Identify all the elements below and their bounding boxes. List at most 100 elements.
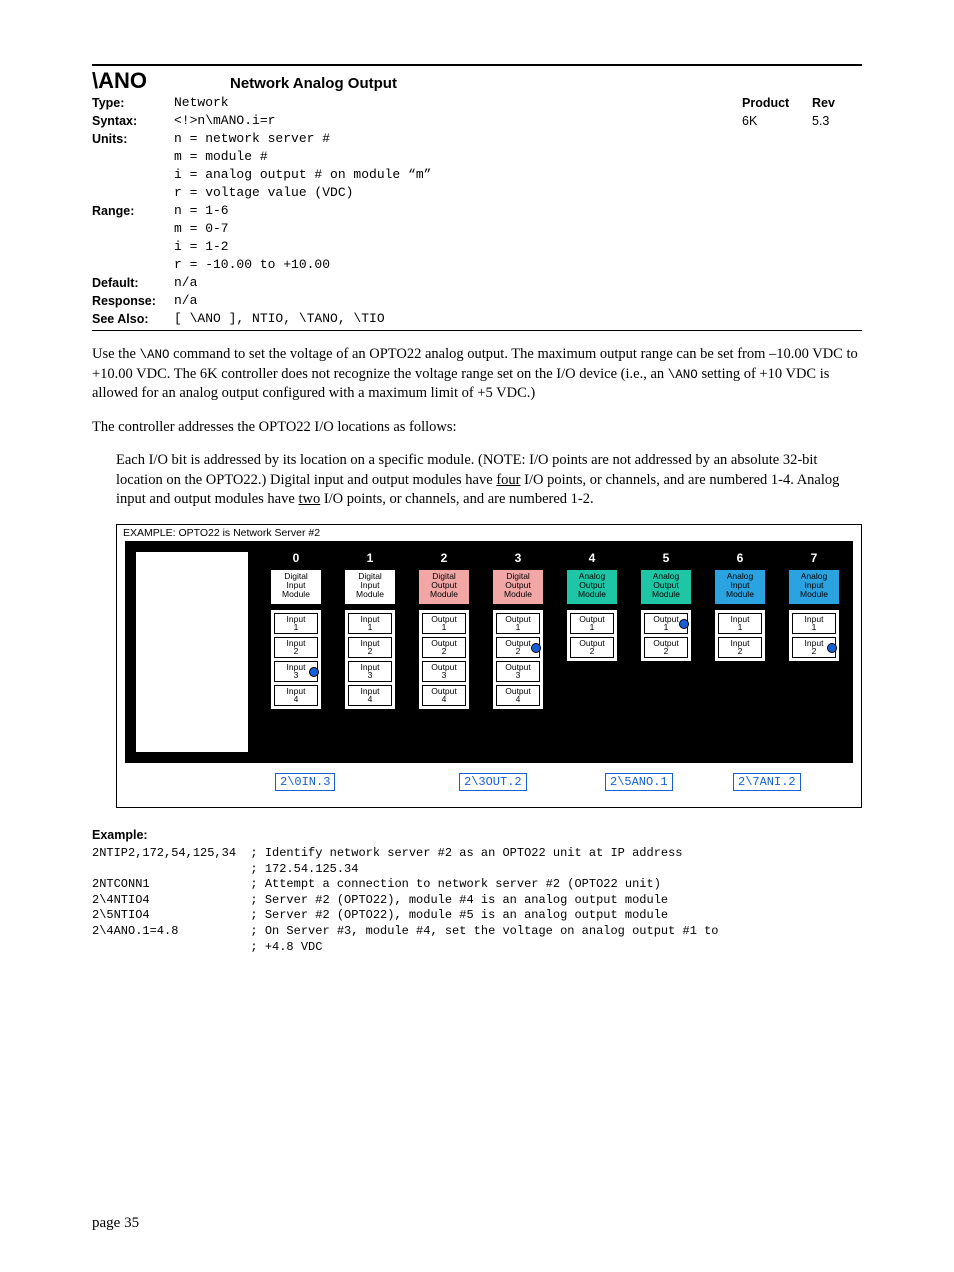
diagram-left-block: [135, 551, 249, 753]
module-number: 7: [811, 551, 818, 565]
io-point: Input2: [274, 637, 318, 658]
label-range: Range:: [92, 202, 174, 220]
paragraph-1: Use the \ANO command to set the voltage …: [92, 345, 862, 404]
module-type-box: AnalogOutputModule: [566, 569, 618, 605]
module-type-box: DigitalOutputModule: [492, 569, 544, 605]
meta-range3: i = 1-2: [174, 238, 742, 256]
meta-default: n/a: [174, 274, 742, 292]
rev-val: 5.3: [812, 112, 852, 130]
io-dot-icon: [679, 619, 689, 629]
io-dot-icon: [309, 667, 319, 677]
io-point: Output2: [422, 637, 466, 658]
callout-3: 2\5ANO.1: [605, 773, 673, 791]
diagram-board: 0DigitalInputModuleInput1Input2Input3Inp…: [125, 541, 853, 763]
command-name: \ANO: [92, 68, 174, 94]
io-stack: Output1 Output2: [640, 609, 692, 662]
diagram-callouts: 2\0IN.3 2\3OUT.2 2\5ANO.1 2\7ANI.2: [117, 769, 861, 807]
module-type-box: AnalogInputModule: [788, 569, 840, 605]
io-point: Input2: [718, 637, 762, 658]
module-type-box: DigitalOutputModule: [418, 569, 470, 605]
label-type: Type:: [92, 94, 174, 112]
page: \ANO Network Analog Output Type: Syntax:…: [0, 0, 954, 1272]
meta-bottom-rule: [92, 330, 862, 331]
io-stack: Output1Output2Output3Output4: [492, 609, 544, 710]
label-syntax: Syntax:: [92, 112, 174, 130]
product-val: 6K: [742, 112, 812, 130]
module-column: 2DigitalOutputModuleOutput1Output2Output…: [415, 551, 473, 753]
io-point: Input1: [348, 613, 392, 634]
io-point: Input3: [348, 661, 392, 682]
io-point: Output1: [570, 613, 614, 634]
io-point: Output2: [496, 637, 540, 658]
meta-range2: m = 0-7: [174, 220, 742, 238]
callout-1: 2\0IN.3: [275, 773, 335, 791]
callout-2: 2\3OUT.2: [459, 773, 527, 791]
meta-response: n/a: [174, 292, 742, 310]
rev-hdr: Rev: [812, 94, 852, 112]
example-code: 2NTIP2,172,54,125,34 ; Identify network …: [92, 846, 862, 955]
label-response: Response:: [92, 292, 174, 310]
module-number: 2: [441, 551, 448, 565]
io-stack: Input1 Input2: [714, 609, 766, 662]
example-block: Example: 2NTIP2,172,54,125,34 ; Identify…: [92, 828, 862, 955]
module-type-box: DigitalInputModule: [344, 569, 396, 605]
io-point: Output1: [644, 613, 688, 634]
callout-4: 2\7ANI.2: [733, 773, 801, 791]
meta-block: Type: Syntax: Units: Range: Default: Res…: [92, 94, 862, 328]
label-units: Units:: [92, 130, 174, 148]
module-type-box: DigitalInputModule: [270, 569, 322, 605]
io-point: Input4: [348, 685, 392, 706]
module-row: 0DigitalInputModuleInput1Input2Input3Inp…: [267, 551, 843, 753]
io-point: Output2: [570, 637, 614, 658]
module-column: 3DigitalOutputModuleOutput1Output2Output…: [489, 551, 547, 753]
paragraph-2: The controller addresses the OPTO22 I/O …: [92, 418, 862, 438]
meta-units2: m = module #: [174, 148, 742, 166]
io-point: Output1: [422, 613, 466, 634]
module-type-box: AnalogInputModule: [714, 569, 766, 605]
meta-seealso: [ \ANO ], NTIO, \TANO, \TIO: [174, 310, 742, 328]
io-point: Input1: [274, 613, 318, 634]
io-stack: Output1 Output2 Output3 Output4: [418, 609, 470, 710]
opto22-diagram: EXAMPLE: OPTO22 is Network Server #2 0 Di…: [116, 524, 862, 808]
module-number: 1: [367, 551, 374, 565]
io-point: Input3: [274, 661, 318, 682]
top-rule: [92, 64, 862, 66]
io-stack: Input1Input2Input3Input4: [344, 609, 396, 710]
module-column: 5AnalogOutputModuleOutput1Output2: [637, 551, 695, 753]
example-header: Example: [92, 828, 143, 842]
meta-syntax: <!>n\mANO.i=r: [174, 112, 742, 130]
paragraph-3: Each I/O bit is addressed by its locatio…: [116, 451, 862, 510]
io-point: Output4: [496, 685, 540, 706]
io-point: Output3: [496, 661, 540, 682]
io-point: Output3: [422, 661, 466, 682]
meta-values: Network <!>n\mANO.i=r n = network server…: [174, 94, 742, 328]
module-column: 1DigitalInputModuleInput1Input2Input3Inp…: [341, 551, 399, 753]
io-point: Input4: [274, 685, 318, 706]
module-number: 6: [737, 551, 744, 565]
module-column: 7 AnalogInputModule Input1 Input2: [785, 551, 843, 753]
label-default: Default:: [92, 274, 174, 292]
io-point: Output4: [422, 685, 466, 706]
page-number: page 35: [92, 1215, 862, 1232]
io-stack: Input1 Input2 Input3 Input4: [270, 609, 322, 710]
io-point: Input1: [792, 613, 836, 634]
module-number: 3: [515, 551, 522, 565]
io-stack: Input1 Input2: [788, 609, 840, 662]
meta-range4: r = -10.00 to +10.00: [174, 256, 742, 274]
meta-type: Network: [174, 94, 742, 112]
module-column: 6 AnalogInputModule Input1 Input2: [711, 551, 769, 753]
meta-range1: n = 1-6: [174, 202, 742, 220]
meta-units4: r = voltage value (VDC): [174, 184, 742, 202]
module-type-box: AnalogOutputModule: [640, 569, 692, 605]
diagram-caption: EXAMPLE: OPTO22 is Network Server #2: [117, 525, 861, 539]
product-hdr: Product: [742, 94, 812, 112]
meta-labels: Type: Syntax: Units: Range: Default: Res…: [92, 94, 174, 328]
module-column: 0DigitalInputModuleInput1Input2Input3Inp…: [267, 551, 325, 753]
module-column: 4 AnalogOutputModule Output1 Output2: [563, 551, 621, 753]
io-point: Input2: [792, 637, 836, 658]
io-dot-icon: [827, 643, 837, 653]
io-point: Input1: [718, 613, 762, 634]
module-number: 4: [589, 551, 596, 565]
io-point: Output2: [644, 637, 688, 658]
module-number: 0: [293, 551, 300, 565]
